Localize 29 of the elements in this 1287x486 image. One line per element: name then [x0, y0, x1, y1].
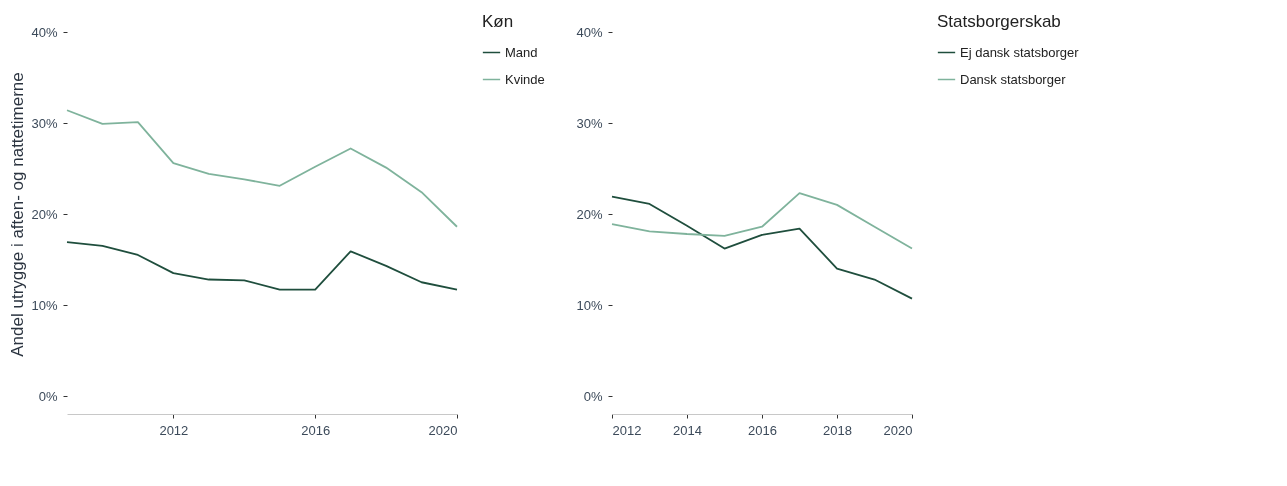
y-tick-label: 10%	[31, 297, 58, 313]
x-tick-label: 2014	[673, 422, 702, 438]
legend-label: Mand	[505, 44, 538, 60]
x-tick-label: 2016	[748, 422, 777, 438]
line-series	[66, 109, 458, 228]
x-tick-label: 2020	[428, 422, 458, 438]
y-tick-label: 20%	[31, 206, 58, 222]
x-tick-label: 2020	[883, 422, 913, 438]
y-tick-label: 0%	[38, 388, 58, 404]
x-tick-label: 2018	[823, 422, 852, 438]
legend-title: Statsborgerskab	[937, 12, 1061, 31]
line-series	[66, 241, 458, 291]
x-tick-label: 2012	[612, 422, 642, 438]
legend-label: Kvinde	[505, 71, 545, 87]
y-tick-label: 0%	[583, 388, 603, 404]
line-series	[611, 195, 913, 300]
y-tick-label: 20%	[576, 206, 603, 222]
y-axis-title: Andel utrygge i aften- og nattetimerne	[8, 72, 28, 357]
legend-label: Ej dansk statsborger	[960, 44, 1080, 60]
line-series	[611, 192, 913, 250]
x-tick-label: 2012	[159, 422, 189, 438]
x-tick-label: 2016	[301, 422, 331, 438]
y-tick-label: 40%	[576, 24, 603, 40]
y-tick-label: 30%	[31, 115, 58, 131]
legend-label: Dansk statsborger	[960, 71, 1067, 87]
y-tick-label: 10%	[576, 297, 603, 313]
y-tick-label: 40%	[31, 24, 58, 40]
y-tick-label: 30%	[576, 115, 603, 131]
legend-title: Køn	[482, 12, 514, 31]
